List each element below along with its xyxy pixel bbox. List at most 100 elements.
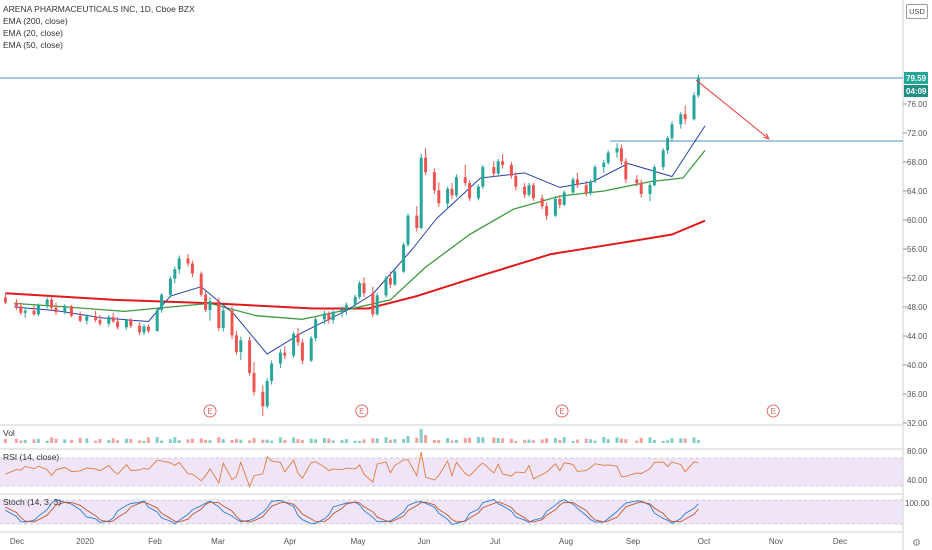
gear-icon[interactable]: ⚙ [912,538,921,549]
volume-bar [85,438,89,443]
volume-bar [265,439,269,443]
x-tick-label: Jun [418,537,431,546]
candle [146,324,150,334]
y-tick-label: 52.00 [907,274,928,283]
candle [217,297,221,331]
volume-bar [463,437,467,443]
y-tick-label: 48.00 [907,303,928,312]
candle [501,154,505,169]
candle [514,172,518,191]
candle [292,331,296,358]
volume-bar [129,439,133,443]
candle [371,286,375,318]
svg-text:E: E [207,407,212,416]
y-tick-label: 72.00 [907,129,928,138]
svg-text:E: E [559,407,564,416]
candle [661,148,665,170]
candle [78,311,82,323]
volume-bar [3,439,7,443]
candle [571,177,575,196]
volume-bar [575,439,579,443]
volume-bar [107,440,111,443]
candle [468,180,472,202]
earnings-marker[interactable]: E [555,404,569,418]
rsi-band [0,458,903,486]
volume-bar [252,437,256,443]
ema50-line [14,149,706,320]
volume-legend: Vol [3,428,15,438]
volume-bar [523,439,527,443]
candle [424,148,428,176]
candle [496,159,500,176]
candle [309,336,313,363]
candle [481,164,485,189]
candle [300,338,304,365]
candle [358,280,362,300]
y-tick-label: 60.00 [907,216,928,225]
candle [635,175,639,187]
candle [270,360,274,385]
candle [85,314,89,325]
volume-bar [648,437,652,443]
candle [98,314,102,326]
volume-bar [527,439,531,443]
volume-bar [531,440,535,443]
earnings-marker[interactable]: E [766,404,780,418]
candle [362,277,366,297]
x-tick-label: 2020 [76,537,94,546]
y-tick-label: 56.00 [907,245,928,254]
candle [155,308,159,332]
candle [63,304,67,315]
candle [23,307,27,318]
candle [463,164,467,186]
volume-bar [50,437,54,443]
currency-button[interactable]: USD [906,4,928,19]
volume-bar [450,440,454,443]
trend-arrow[interactable] [695,79,770,140]
trend-arrow-head [762,133,770,140]
candle [344,302,348,315]
volume-bar [666,440,670,443]
volume-bar [98,439,102,443]
volume-bar [454,439,458,443]
candle [606,150,610,165]
countdown-tag [904,84,928,97]
volume-bar [155,437,159,443]
y-tick-label: 32.00 [907,419,928,428]
volume-bar [639,437,643,443]
volume-bar [331,440,335,443]
volume-bar [344,439,348,443]
volume-bar [635,440,639,443]
candle [540,194,544,210]
volume-bar [509,438,513,443]
volume-bar [146,437,150,443]
x-tick-label: Jul [490,537,500,546]
candle [388,271,392,289]
candle [221,307,225,332]
candle [527,183,531,197]
candle [322,310,326,325]
last-price-tag [904,71,928,84]
candle [509,162,513,179]
stoch-band [0,500,903,524]
candle [177,255,181,274]
candle [670,121,674,141]
candle [296,328,300,347]
candle [265,378,269,409]
volume-bar [54,438,58,443]
candle [283,346,287,360]
volume-bar [142,440,146,443]
candle [278,349,282,368]
ema200-legend: EMA (200, close) [3,16,68,26]
candle [353,294,357,309]
stoch-d-line [5,501,699,523]
earnings-marker[interactable]: E [355,404,369,418]
volume-bar [32,439,36,443]
rsi-legend: RSI (14, close) [3,452,60,462]
volume-bar [261,439,265,443]
candle [54,302,58,315]
candle [32,305,36,316]
earnings-marker[interactable]: E [203,404,217,418]
volume-bar [94,440,98,443]
